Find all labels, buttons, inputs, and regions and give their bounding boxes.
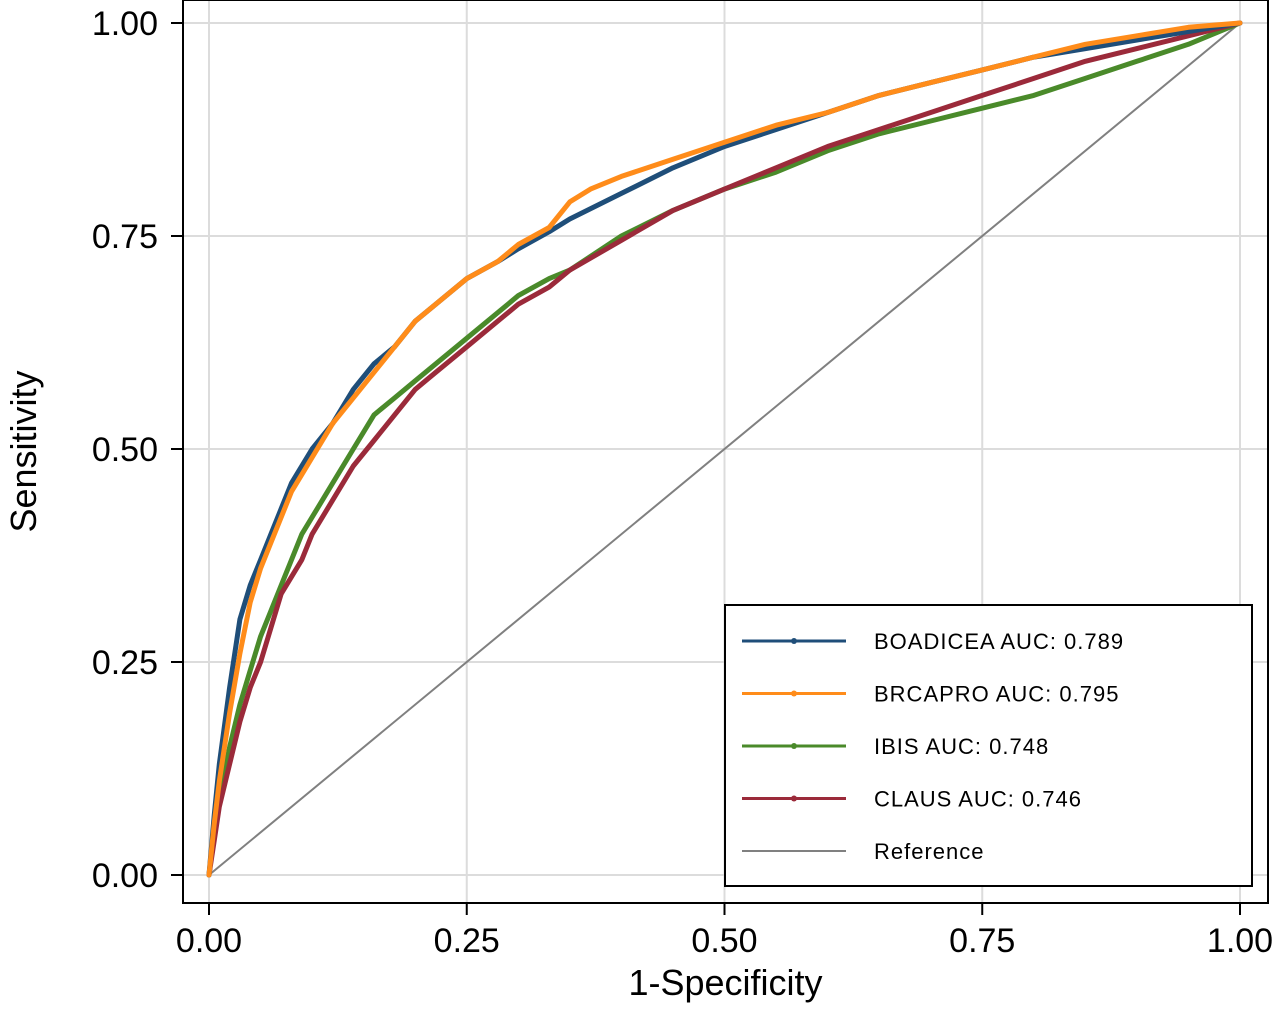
legend: BOADICEA AUC: 0.789 BRCAPRO AUC: 0.795 IBI… bbox=[724, 604, 1253, 887]
legend-marker bbox=[791, 638, 797, 644]
x-tick-label: 1.00 bbox=[1207, 922, 1273, 960]
series-line-3 bbox=[206, 20, 1243, 878]
y-tick-label: 0.50 bbox=[92, 431, 158, 469]
y-axis-title: Sensitivity bbox=[3, 370, 44, 532]
x-tick-label: 0.25 bbox=[434, 922, 500, 960]
x-tick-label: 0.50 bbox=[691, 922, 757, 960]
legend-label: BRCAPRO AUC: 0.795 bbox=[874, 682, 1119, 707]
series-line-2 bbox=[206, 20, 1243, 878]
x-tick-label: 0.00 bbox=[176, 922, 242, 960]
legend-marker bbox=[791, 690, 797, 697]
y-tick-label: 0.25 bbox=[92, 644, 158, 682]
legend-marker bbox=[791, 743, 797, 749]
legend-label: Reference bbox=[874, 839, 985, 864]
series-line-5 bbox=[208, 22, 1241, 876]
y-tick-label: 0.00 bbox=[92, 857, 158, 895]
series-layer bbox=[206, 20, 1243, 878]
legend-label: BOADICEA AUC: 0.789 bbox=[874, 629, 1124, 654]
y-tick-label: 0.75 bbox=[92, 218, 158, 256]
x-tick-label: 0.75 bbox=[949, 922, 1015, 960]
series-line-4 bbox=[206, 20, 1243, 878]
legend-marker bbox=[791, 795, 797, 802]
legend-label: CLAUS AUC: 0.746 bbox=[874, 787, 1082, 812]
legend-label: IBIS AUC: 0.748 bbox=[874, 734, 1049, 759]
x-axis-title: 1-Specificity bbox=[628, 962, 822, 1003]
y-tick-label: 1.00 bbox=[92, 5, 158, 43]
axis-ticks: 0.00 0.25 0.50 0.75 1.00 0.00 0.25 0.50 0.75 1.00 bbox=[92, 5, 1273, 960]
